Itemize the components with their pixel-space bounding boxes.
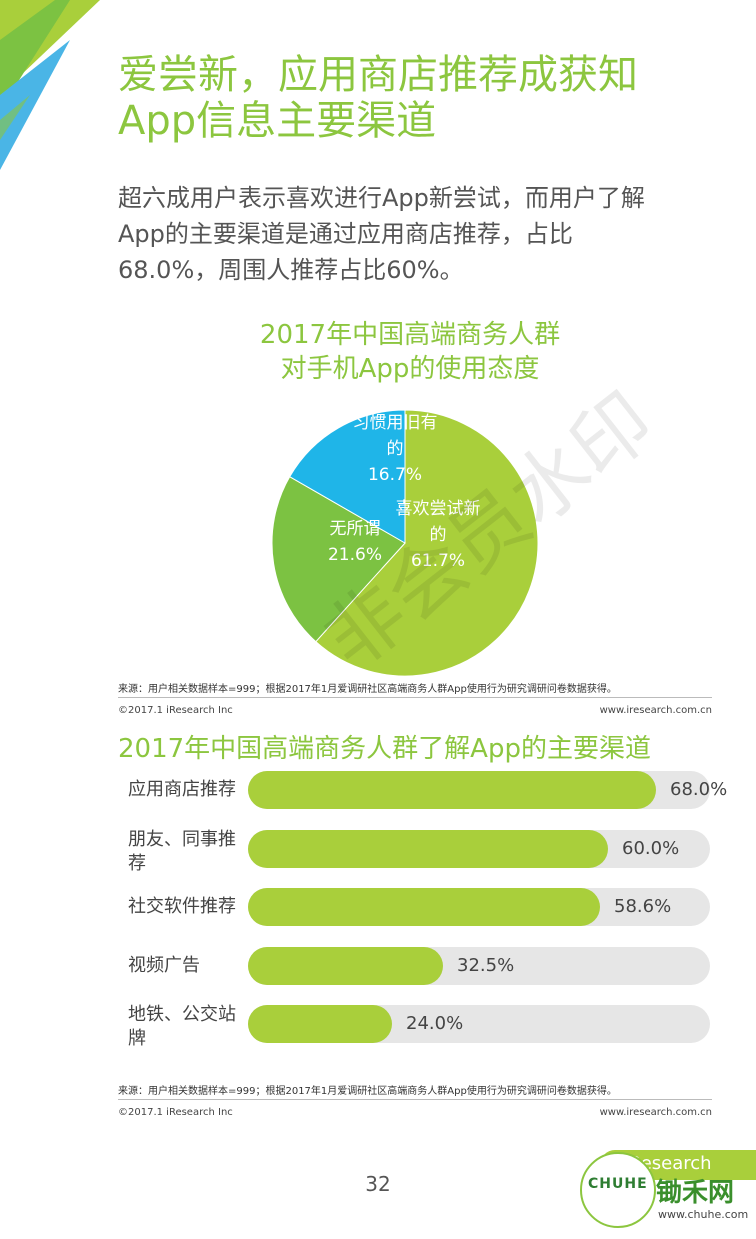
bar-value-label: 60.0% (622, 837, 680, 859)
pie-slice-label-line: 16.7% (367, 465, 422, 485)
bar-category-label-line: 地铁、公交站 (128, 1004, 236, 1025)
pie-slice-label-line: 21.6% (327, 545, 382, 565)
bar-row: 应用商店推荐 68.0% (0, 771, 756, 831)
page-title-line: App信息主要渠道 (118, 98, 437, 144)
bar-fill (248, 888, 600, 926)
bar-fill (248, 829, 608, 868)
pie-slice-label-line: 61.7% (410, 551, 465, 571)
pie-chart-title-line: 对手机App的使用态度 (280, 354, 540, 384)
pie-copyright: ©2017.1 iResearch Inc (118, 705, 233, 716)
bar-track: 32.5% (248, 946, 710, 985)
bar-site-url: www.iresearch.com.cn (599, 1107, 712, 1118)
bar-source-note: 来源：用户相关数据样本=999；根据2017年1月爱调研社区高端商务人群App使… (118, 1086, 617, 1097)
bar-category-label: 地铁、公交站牌 (128, 1003, 246, 1051)
pie-slice-label: 喜欢尝试新的 61.7% (383, 496, 493, 574)
bar-row: 视频广告 32.5% (0, 946, 756, 1007)
bar-category-label-line: 视频广告 (128, 954, 200, 976)
bar-fill (248, 1005, 392, 1043)
pie-site-url: www.iresearch.com.cn (599, 705, 712, 716)
bar-track: 58.6% (248, 888, 710, 926)
divider (118, 1099, 712, 1100)
bar-row: 地铁、公交站牌 24.0% (0, 1003, 756, 1065)
bar-fill (248, 771, 656, 809)
bar-value-label: 24.0% (406, 1013, 464, 1034)
bar-value-label: 32.5% (457, 954, 515, 976)
pie-chart-title-line: 2017年中国高端商务人群 (259, 320, 561, 350)
bar-category-label-line: 应用商店推荐 (128, 779, 236, 800)
page-title-line: 爱尝新，应用商店推荐成获知 (118, 52, 638, 98)
pie-slice-label: 习惯用旧有的 16.7% (340, 410, 450, 488)
bar-category-label: 应用商店推荐 (128, 778, 246, 802)
bar-track: 24.0% (248, 1005, 710, 1043)
pie-slice-label: 无所谓 21.6% (300, 516, 410, 568)
pie-source-note: 来源：用户相关数据样本=999；根据2017年1月爱调研社区高端商务人群App使… (118, 684, 617, 695)
bar-value-label: 68.0% (670, 779, 728, 800)
bar-track: 68.0% (248, 771, 727, 809)
corner-decoration (0, 0, 100, 170)
bar-fill (248, 946, 443, 985)
bar-category-label: 视频广告 (128, 954, 246, 978)
pie-chart (271, 409, 539, 677)
pie-slice (271, 476, 406, 643)
pie-slice-label-line: 的 (386, 439, 404, 459)
divider (118, 697, 712, 698)
page-title: 爱尝新，应用商店推荐成获知 App信息主要渠道 (118, 52, 738, 144)
bar-category-label-line: 牌 (128, 1028, 146, 1049)
bar-value-label: 58.6% (614, 896, 672, 917)
pie-chart-title: 2017年中国高端商务人群 对手机App的使用态度 (0, 318, 756, 386)
chuhe-url: www.chuhe.com (658, 1208, 749, 1221)
bar-category-label: 朋友、同事推荐 (128, 828, 246, 876)
bar-row: 朋友、同事推荐 60.0% (0, 828, 756, 890)
chuhe-logo-text: 锄禾网 (656, 1178, 735, 1208)
subtitle-line: 超六成用户表示喜欢进行App新尝试，而用户了解 (118, 184, 645, 212)
chuhe-badge-text: CHUHE (588, 1176, 648, 1192)
bar-track: 60.0% (248, 829, 710, 868)
bar-category-label-line: 社交软件推荐 (128, 896, 236, 917)
pie-slice-label-line: 的 (429, 525, 447, 545)
subtitle-line: App的主要渠道是通过应用商店推荐，占比 (118, 220, 573, 248)
page-number: 32 (365, 1172, 391, 1196)
pie-slice (288, 409, 406, 544)
page-subtitle: 超六成用户表示喜欢进行App新尝试，而用户了解 App的主要渠道是通过应用商店推… (118, 180, 718, 288)
subtitle-line: 68.0%，周围人推荐占比60%。 (118, 256, 464, 284)
bar-category-label: 社交软件推荐 (128, 895, 246, 919)
bar-copyright: ©2017.1 iResearch Inc (118, 1107, 233, 1118)
pie-slice-label-line: 无所谓 (329, 519, 381, 539)
pie-slice (315, 409, 539, 677)
bar-category-label-line: 朋友、同事推 (128, 828, 236, 850)
bar-row: 社交软件推荐 58.6% (0, 888, 756, 948)
pie-slice-label-line: 喜欢尝试新 (395, 499, 481, 519)
bar-chart-title: 2017年中国高端商务人群了解App的主要渠道 (118, 734, 651, 764)
pie-slice-label-line: 习惯用旧有 (352, 413, 438, 433)
chuhe-badge-icon: CHUHE (580, 1152, 656, 1228)
bar-category-label-line: 荐 (128, 852, 146, 874)
